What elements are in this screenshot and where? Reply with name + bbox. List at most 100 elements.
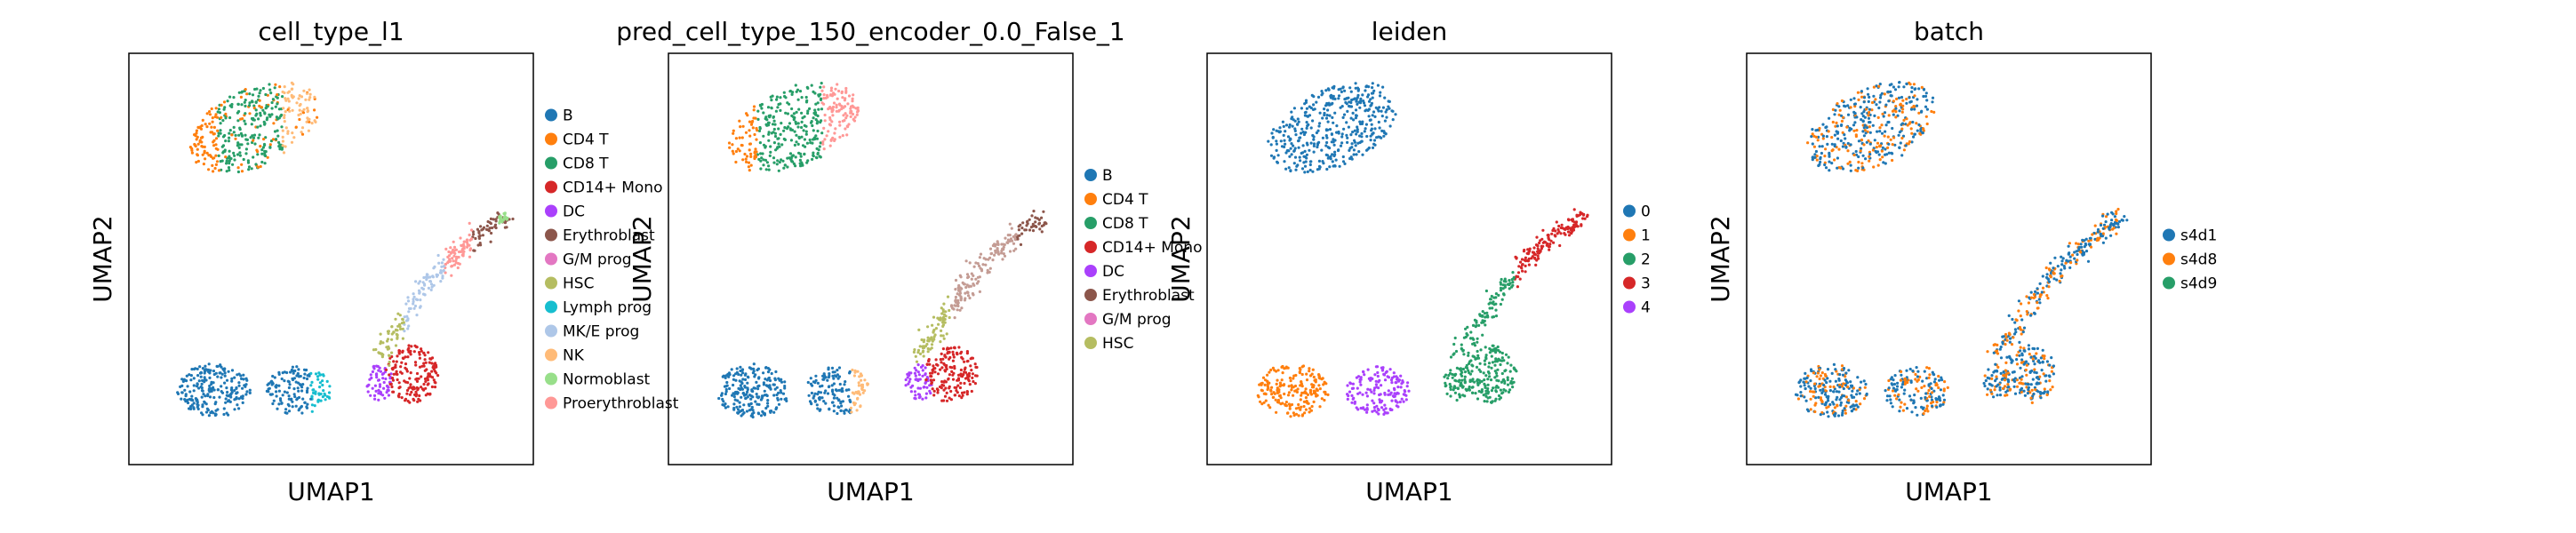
data-point [861, 391, 865, 394]
data-point [324, 394, 327, 397]
data-point [1851, 389, 1854, 393]
data-point [196, 142, 200, 146]
data-point [1822, 383, 1826, 387]
data-point [909, 390, 913, 394]
data-point [277, 384, 281, 387]
data-point [922, 349, 925, 353]
data-point [1846, 149, 1850, 153]
data-point [984, 258, 988, 261]
data-point [226, 99, 229, 103]
data-point [409, 383, 412, 386]
data-point [440, 265, 444, 268]
data-point [2027, 386, 2030, 389]
data-point [1396, 401, 1399, 404]
data-point [229, 395, 233, 399]
data-point [1348, 148, 1351, 152]
data-point [244, 147, 248, 151]
data-point [1281, 365, 1284, 369]
data-point [1988, 382, 1991, 386]
data-point [412, 295, 416, 298]
data-point [1355, 153, 1358, 156]
data-point [1548, 238, 1551, 242]
data-point [203, 400, 206, 403]
data-point [977, 264, 981, 267]
data-point [853, 115, 857, 119]
data-point [832, 377, 836, 380]
legend-entry: DC [1102, 263, 1124, 281]
data-point [1289, 138, 1292, 141]
data-point [313, 95, 316, 99]
data-point [1827, 415, 1830, 418]
data-point [1896, 381, 1900, 385]
data-point [2012, 378, 2015, 382]
data-point [1490, 366, 1493, 370]
data-point [850, 410, 853, 414]
data-point [773, 387, 777, 391]
data-point [766, 370, 771, 374]
data-point [468, 238, 472, 242]
data-point [932, 394, 936, 397]
data-point [1337, 148, 1340, 152]
data-point [196, 147, 199, 151]
data-point [1550, 232, 1554, 235]
data-point [1503, 283, 1507, 287]
data-point [477, 230, 481, 234]
data-point [1264, 399, 1268, 402]
data-point [812, 111, 816, 115]
data-point [912, 350, 916, 354]
data-point [422, 388, 426, 392]
data-point [805, 99, 809, 102]
data-point [1851, 384, 1854, 387]
data-point [1279, 139, 1283, 143]
data-point [765, 123, 769, 127]
data-point [916, 351, 920, 354]
data-point [942, 362, 946, 365]
data-point [977, 280, 980, 283]
data-point [231, 163, 235, 166]
data-point [375, 373, 379, 377]
data-point [1325, 140, 1329, 145]
data-point [957, 346, 961, 349]
data-point [244, 377, 248, 380]
data-point [449, 246, 452, 250]
data-point [828, 115, 832, 120]
data-point [734, 160, 738, 164]
data-point [2044, 374, 2048, 378]
data-point [291, 108, 294, 112]
data-point [1294, 407, 1298, 410]
data-point [1267, 139, 1270, 143]
data-point [844, 127, 847, 131]
data-point [808, 138, 812, 142]
data-point [203, 145, 206, 148]
data-point [232, 131, 236, 134]
data-point [248, 388, 252, 392]
data-point [957, 394, 961, 398]
data-point [1477, 389, 1481, 394]
data-point [1545, 243, 1548, 247]
data-point [1841, 145, 1844, 148]
data-point [966, 275, 970, 280]
data-point [474, 236, 477, 241]
data-point [1300, 414, 1304, 418]
data-point [200, 382, 204, 386]
data-point [963, 381, 966, 386]
data-point [419, 399, 422, 402]
data-point [836, 405, 840, 409]
data-point [2045, 393, 2049, 397]
data-point [406, 296, 410, 299]
data-point [1821, 123, 1825, 126]
data-point [281, 144, 284, 147]
data-point [761, 410, 764, 413]
data-point [1394, 113, 1397, 116]
data-point [1840, 99, 1844, 103]
data-point [831, 105, 836, 109]
data-point [1402, 400, 1405, 403]
data-point [424, 275, 428, 279]
legend-marker [1084, 193, 1097, 205]
data-point [1865, 126, 1869, 130]
data-point [1467, 351, 1470, 354]
data-point [260, 106, 263, 109]
data-point [294, 380, 298, 384]
data-point [828, 372, 831, 376]
data-point [774, 370, 778, 374]
